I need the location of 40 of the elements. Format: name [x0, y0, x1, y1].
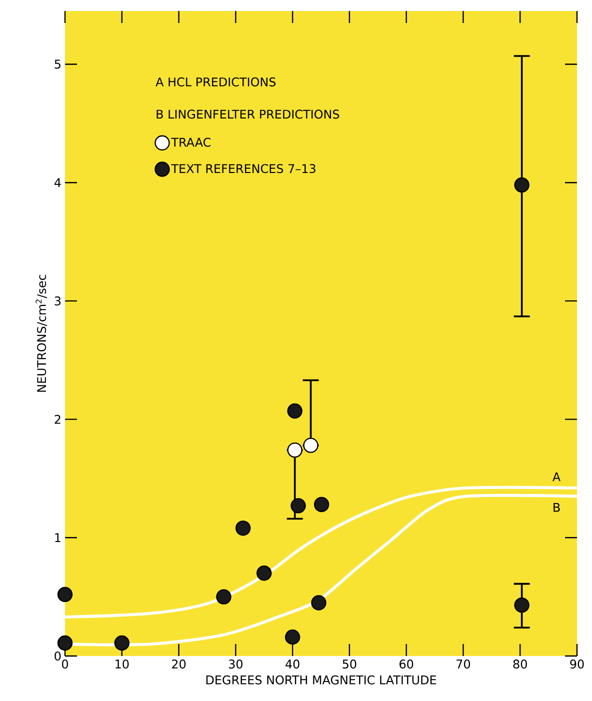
line-series — [64, 486, 578, 618]
x-tick-label: 70 — [456, 660, 470, 669]
point — [57, 635, 73, 651]
x-tick-label: 10 — [116, 660, 129, 669]
point — [303, 438, 318, 453]
point — [290, 498, 306, 514]
annotation: B LINGENFELTER PREDICTIONS — [156, 110, 340, 119]
series-label: A — [552, 472, 561, 482]
point — [235, 520, 251, 536]
y-axis-title: NEUTRONS/cm$^{2}$/sec — [36, 274, 48, 392]
x-tick-label: 80 — [513, 660, 527, 669]
annotation: A HCL PREDICTIONS — [156, 77, 276, 86]
legend-label: TEXT REFERENCES 7–13 — [171, 164, 316, 174]
x-axis-title: DEGREES NORTH MAGNETIC LATITUDE — [206, 675, 436, 684]
x-tick-label: 90 — [570, 660, 584, 669]
point — [287, 442, 302, 458]
point — [256, 566, 272, 581]
point — [114, 635, 130, 651]
x-tick-label: 0 — [62, 660, 68, 669]
point — [514, 177, 530, 193]
y-tick-label: 0 — [54, 651, 61, 661]
point — [216, 589, 232, 604]
x-tick-label: 60 — [400, 660, 414, 669]
x-tick-label: 30 — [228, 660, 242, 669]
point — [514, 598, 530, 613]
legend-label: TRAAC — [171, 138, 211, 147]
y-tick-label: 4 — [54, 178, 61, 187]
y-tick-label: 1 — [55, 533, 60, 542]
x-tick-label: 50 — [342, 660, 356, 669]
point — [311, 595, 326, 610]
point — [314, 496, 330, 512]
point — [284, 629, 300, 645]
y-tick-label: 3 — [54, 296, 61, 306]
y-tick-label: 5 — [54, 60, 60, 69]
point — [57, 586, 73, 602]
y-tick-label: 2 — [54, 414, 60, 424]
x-tick-label: 40 — [286, 660, 300, 669]
point — [287, 403, 302, 419]
x-tick-label: 20 — [172, 660, 186, 669]
series-label: B — [554, 503, 560, 512]
